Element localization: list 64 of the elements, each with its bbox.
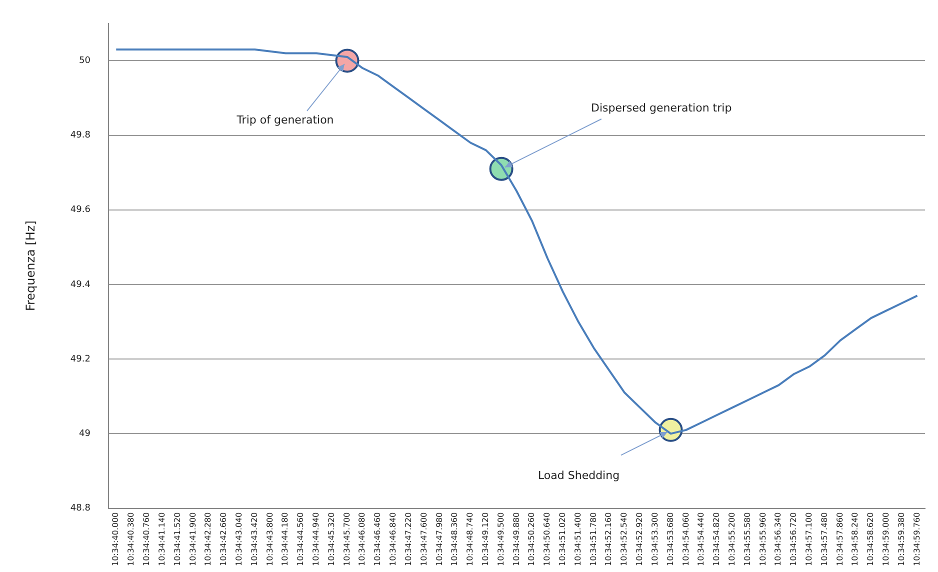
- x-tick-label: 10:34:51.780: [588, 512, 598, 566]
- x-tick-label: 10:34:57.100: [804, 512, 814, 566]
- x-tick-label: 10:34:44.560: [296, 512, 306, 566]
- x-tick-label: 10:34:47.980: [434, 512, 444, 566]
- annotation: Dispersed generation trip: [590, 102, 732, 115]
- x-tick-label: 10:34:49.120: [480, 512, 490, 566]
- x-tick-label: 10:34:43.420: [250, 512, 259, 566]
- x-tick-label: 10:34:50.640: [542, 512, 552, 566]
- x-tick-label: 10:34:59.380: [896, 512, 906, 566]
- x-tick-label: 10:34:56.720: [789, 512, 798, 566]
- x-tick-label: 10:34:55.960: [758, 512, 768, 566]
- x-tick-label: 10:34:43.040: [234, 512, 244, 566]
- annotation: Trip of generation: [236, 114, 334, 127]
- x-tick-label: 10:34:57.860: [835, 512, 844, 566]
- x-tick-label: 10:34:53.680: [666, 512, 675, 566]
- x-tick-label: 10:34:55.580: [742, 512, 752, 566]
- x-tick-label: 10:34:47.220: [404, 512, 413, 566]
- x-tick-label: 10:34:53.300: [650, 512, 660, 566]
- x-tick-label: 10:34:48.360: [450, 512, 460, 566]
- y-axis-title: Frequenza [Hz]: [23, 220, 38, 312]
- x-tick-label: 10:34:46.460: [373, 512, 382, 566]
- x-tick-label: 10:34:40.380: [126, 512, 136, 566]
- x-tick-label: 10:34:44.940: [312, 512, 321, 566]
- x-tick-label: 10:34:59.760: [912, 512, 922, 566]
- x-tick-label: 10:34:52.920: [635, 512, 644, 566]
- x-tick-label: 10:34:40.760: [142, 512, 152, 566]
- x-tick-label: 10:34:54.060: [681, 512, 690, 566]
- y-tick-label: 49.8: [70, 130, 91, 141]
- y-tick-label: 49.6: [70, 205, 91, 216]
- x-tick-label: 10:34:47.600: [419, 512, 428, 566]
- x-tick-label: 10:34:56.340: [774, 512, 783, 566]
- x-tick-label: 10:34:58.620: [866, 512, 876, 566]
- y-tick-label: 50: [78, 56, 91, 66]
- x-tick-label: 10:34:59.000: [882, 512, 891, 566]
- x-tick-label: 10:34:52.540: [620, 512, 629, 566]
- x-tick-label: 10:34:46.840: [388, 512, 398, 566]
- x-tick-label: 10:34:57.480: [820, 512, 829, 566]
- x-tick-label: 10:34:50.260: [527, 512, 536, 566]
- y-tick-label: 49.2: [70, 354, 90, 364]
- x-tick-label: 10:34:52.160: [604, 512, 614, 566]
- x-tick-label: 10:34:55.200: [727, 512, 736, 566]
- x-tick-label: 10:34:44.180: [280, 512, 290, 566]
- x-tick-label: 10:34:41.900: [188, 512, 198, 566]
- annotation: Load Shedding: [538, 468, 620, 482]
- x-tick-label: 10:34:40.000: [111, 512, 120, 566]
- x-tick-label: 10:34:45.320: [326, 512, 336, 566]
- x-tick-label: 10:34:58.240: [850, 512, 860, 566]
- x-tick-label: 10:34:54.820: [712, 512, 722, 566]
- x-tick-label: 10:34:42.280: [204, 512, 213, 566]
- x-tick-label: 10:34:41.140: [157, 512, 166, 566]
- x-tick-label: 10:34:41.520: [172, 512, 182, 566]
- x-tick-label: 10:34:51.400: [573, 512, 582, 566]
- y-tick-label: 48.8: [70, 504, 91, 514]
- x-tick-label: 10:34:43.800: [265, 512, 274, 566]
- x-tick-label: 10:34:49.500: [496, 512, 506, 566]
- x-tick-label: 10:34:48.740: [466, 512, 475, 566]
- y-tick-label: 49: [78, 429, 91, 440]
- y-tick-label: 49.4: [70, 280, 91, 290]
- x-tick-label: 10:34:51.020: [558, 512, 568, 566]
- x-tick-label: 10:34:45.700: [342, 512, 352, 566]
- x-tick-label: 10:34:54.440: [696, 512, 706, 566]
- x-tick-label: 10:34:42.660: [219, 512, 228, 566]
- x-tick-label: 10:34:49.880: [512, 512, 521, 566]
- x-tick-label: 10:34:46.080: [358, 512, 367, 566]
